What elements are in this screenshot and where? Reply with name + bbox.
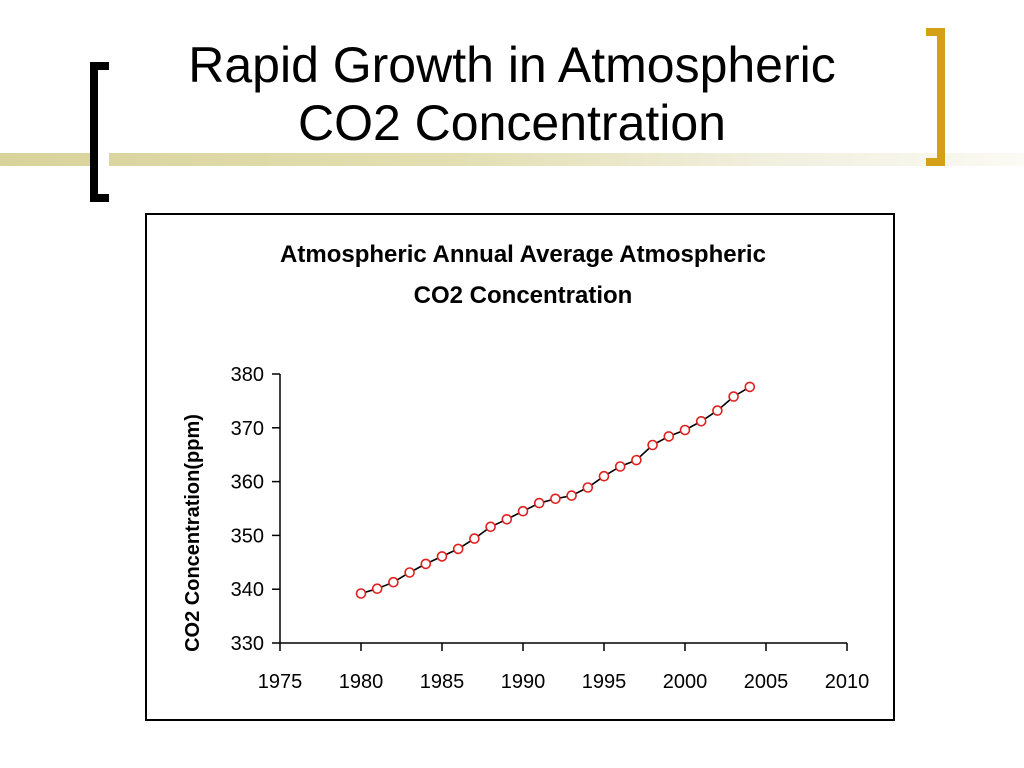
- x-tick-label-2000: 2000: [663, 671, 708, 693]
- y-tick-label-380: 380: [231, 364, 264, 386]
- data-point-1988: [485, 521, 496, 533]
- slide-title: Rapid Growth in Atmospheric CO2 Concentr…: [110, 36, 914, 152]
- data-point-1996: [614, 461, 626, 472]
- data-point-2003: [728, 391, 739, 402]
- right-bracket-decoration: [926, 28, 945, 166]
- y-tick-label-350: 350: [231, 525, 264, 547]
- chart-frame: Atmospheric Annual Average Atmospheric C…: [145, 213, 895, 721]
- data-point-1999: [663, 431, 675, 442]
- data-point-1992: [550, 493, 561, 505]
- y-axis-label: CO2 Concentration(ppm): [182, 414, 204, 652]
- y-tick-label-360: 360: [231, 472, 264, 494]
- data-point-1991: [533, 497, 545, 509]
- slide-title-line-1: Rapid Growth in Atmospheric: [188, 37, 836, 93]
- x-tick-label-1975: 1975: [258, 671, 303, 693]
- data-point-1985: [436, 551, 448, 562]
- x-tick-label-2010: 2010: [825, 671, 870, 693]
- data-point-1981: [371, 583, 383, 595]
- left-bracket-decoration: [90, 62, 109, 202]
- series-line-0: [360, 386, 751, 595]
- data-point-2004: [744, 381, 756, 393]
- data-point-1998: [647, 439, 658, 451]
- data-point-1983: [404, 567, 415, 578]
- chart-title-line-1: Atmospheric Annual Average Atmospheric: [280, 241, 766, 268]
- data-point-1984: [420, 558, 432, 570]
- y-tick-label-370: 370: [231, 418, 264, 440]
- x-tick-label-2005: 2005: [744, 671, 789, 693]
- slide-title-line-2: CO2 Concentration: [297, 95, 726, 151]
- chart-title-line-2: CO2 Concentration: [414, 282, 633, 309]
- data-point-1997: [631, 454, 642, 466]
- y-tick-label-330: 330: [231, 633, 264, 655]
- x-tick-label-1995: 1995: [582, 671, 627, 693]
- data-point-1990: [517, 505, 529, 517]
- y-tick-label-340: 340: [231, 579, 264, 601]
- x-tick-label-1990: 1990: [501, 671, 546, 693]
- axes: 330 340 350 360 370 380 1975 1980 1985 1990 1995 20…: [231, 364, 870, 693]
- data-point-2000: [679, 424, 691, 436]
- title-accent-bar: [0, 153, 1024, 166]
- data-point-1989: [501, 513, 513, 525]
- data-point-1980: [355, 588, 367, 599]
- data-point-1993: [566, 490, 577, 501]
- series-co2: [355, 381, 756, 599]
- x-tick-label-1985: 1985: [420, 671, 465, 693]
- data-point-2001: [695, 416, 707, 427]
- data-point-2002: [712, 405, 723, 416]
- x-tick-label-1980: 1980: [339, 671, 384, 693]
- data-point-1994: [582, 482, 594, 493]
- co2-chart: Atmospheric Annual Average Atmospheric C…: [182, 241, 870, 693]
- data-point-1986: [452, 543, 464, 555]
- data-point-1982: [388, 576, 399, 588]
- data-point-1987: [469, 533, 480, 544]
- data-point-1995: [598, 470, 610, 482]
